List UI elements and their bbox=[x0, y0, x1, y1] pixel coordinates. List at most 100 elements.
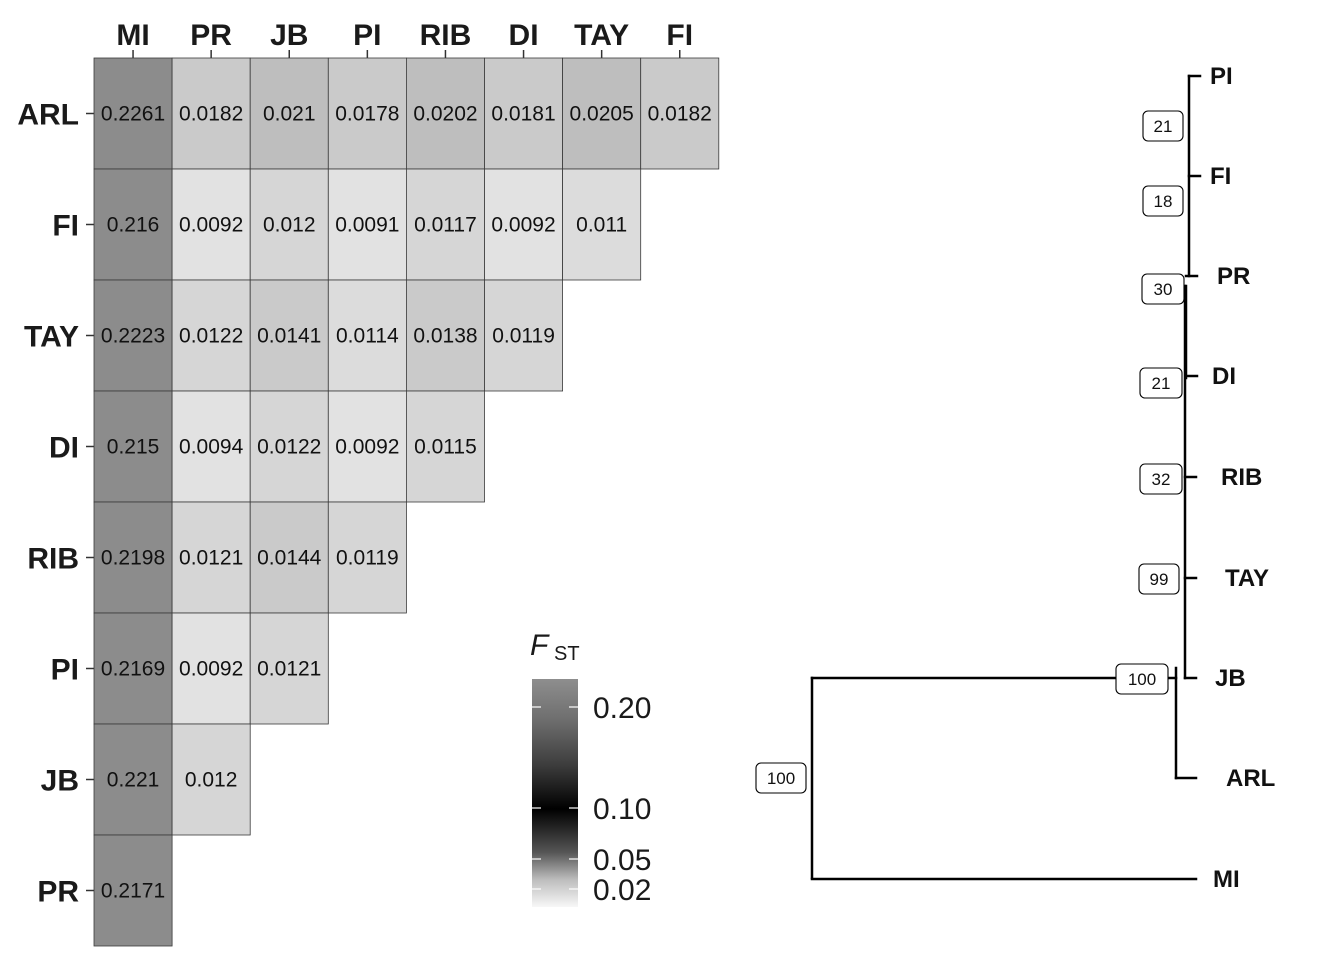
heatmap-cell bbox=[405, 57, 485, 170]
heatmap-cell bbox=[562, 168, 642, 281]
tree-tip-label: JB bbox=[1215, 665, 1246, 692]
legend-tick-label: 0.20 bbox=[593, 692, 651, 725]
cell-value: 0.0121 bbox=[179, 547, 243, 570]
column-label: PR bbox=[190, 19, 232, 52]
cell-value: 0.215 bbox=[107, 436, 160, 459]
bootstrap-value: 21 bbox=[1154, 117, 1173, 136]
legend-colorbar bbox=[532, 679, 578, 907]
row-label: PR bbox=[37, 876, 79, 909]
heatmap-cell bbox=[249, 168, 329, 281]
heatmap-cell bbox=[171, 168, 251, 281]
heatmap-cell bbox=[640, 57, 720, 170]
cell-value: 0.011 bbox=[576, 214, 627, 237]
column-label: RIB bbox=[420, 19, 472, 52]
bootstrap-value: 30 bbox=[1154, 280, 1173, 299]
row-label: ARL bbox=[17, 99, 79, 132]
legend-tick-label: 0.05 bbox=[593, 844, 651, 877]
cell-value: 0.0092 bbox=[335, 436, 399, 459]
fst-legend: F ST 0.20 0.10 0.050.02 bbox=[530, 629, 651, 907]
cell-value: 0.0181 bbox=[491, 103, 555, 126]
bootstrap-label-box bbox=[1142, 110, 1184, 142]
legend-title-f: F bbox=[530, 629, 550, 662]
cell-value: 0.0205 bbox=[570, 103, 634, 126]
legend-title-st: ST bbox=[554, 643, 580, 665]
cell-value: 0.0122 bbox=[257, 436, 321, 459]
heatmap-cell bbox=[562, 57, 642, 170]
row-label: PI bbox=[51, 654, 79, 687]
heatmap-cell bbox=[327, 390, 407, 503]
bootstrap-value: 21 bbox=[1152, 374, 1171, 393]
cell-value: 0.0119 bbox=[492, 325, 555, 348]
heatmap-cell bbox=[484, 279, 563, 392]
heatmap-cell bbox=[249, 390, 329, 503]
bootstrap-value: 32 bbox=[1152, 470, 1171, 489]
heatmap-cell bbox=[249, 57, 329, 170]
cell-value: 0.2169 bbox=[101, 658, 165, 681]
tree-tip-label: PR bbox=[1217, 263, 1250, 290]
heatmap-cell bbox=[171, 390, 251, 503]
cell-value: 0.0115 bbox=[414, 436, 477, 459]
cell-value: 0.216 bbox=[107, 214, 160, 237]
row-label: JB bbox=[41, 765, 79, 798]
row-label: FI bbox=[52, 210, 79, 243]
heatmap-cell bbox=[249, 279, 329, 392]
cell-value: 0.0117 bbox=[414, 214, 477, 237]
heatmap-cell bbox=[93, 279, 173, 392]
heatmap-cell bbox=[93, 834, 173, 947]
heatmap-cell bbox=[405, 168, 485, 281]
bootstrap-label-box bbox=[1138, 563, 1180, 595]
legend-tick-label: 0.10 bbox=[593, 793, 651, 826]
cell-value: 0.0182 bbox=[179, 103, 243, 126]
cell-value: 0.2198 bbox=[101, 547, 165, 570]
cell-value: 0.0178 bbox=[335, 103, 399, 126]
cell-value: 0.2223 bbox=[101, 325, 165, 348]
heatmap-cell bbox=[93, 723, 173, 836]
heatmap-cell bbox=[484, 168, 563, 281]
tree-tip-label: RIB bbox=[1221, 464, 1262, 491]
heatmap-cell bbox=[171, 501, 251, 614]
column-label: JB bbox=[270, 19, 308, 52]
bootstrap-label-box bbox=[1139, 463, 1183, 495]
tree-tip-label: FI bbox=[1210, 163, 1231, 190]
heatmap-cell bbox=[93, 501, 173, 614]
cell-value: 0.0138 bbox=[413, 325, 477, 348]
heatmap-cell bbox=[327, 57, 407, 170]
cell-value: 0.0121 bbox=[257, 658, 321, 681]
bootstrap-label-box bbox=[755, 762, 807, 794]
bootstrap-value: 100 bbox=[767, 769, 795, 788]
heatmap-cell bbox=[171, 57, 251, 170]
heatmap-cell bbox=[405, 390, 485, 503]
bootstrap-label-box bbox=[1139, 367, 1183, 399]
tree-tip-label: TAY bbox=[1225, 565, 1269, 592]
bootstrap-label-box bbox=[1115, 663, 1169, 695]
cell-value: 0.2261 bbox=[101, 103, 165, 126]
bootstrap-label-box bbox=[1141, 273, 1185, 305]
fst-heatmap: MI PR JB PI RIB DI TAY FI ARL 0.2261 0.0182 0.021 0.… bbox=[17, 19, 720, 947]
row-label: RIB bbox=[27, 543, 79, 576]
tree-tip-label: DI bbox=[1212, 363, 1236, 390]
tree-tip-label: MI bbox=[1213, 866, 1240, 893]
cell-value: 0.0122 bbox=[179, 325, 243, 348]
bootstrap-value: 99 bbox=[1150, 570, 1169, 589]
column-label: PI bbox=[353, 19, 381, 52]
cell-value: 0.0092 bbox=[491, 214, 555, 237]
bootstrap-label-box bbox=[1142, 185, 1184, 217]
column-label: MI bbox=[116, 19, 149, 52]
cell-value: 0.021 bbox=[263, 103, 316, 126]
cell-value: 0.221 bbox=[107, 769, 160, 792]
cell-value: 0.0114 bbox=[336, 325, 399, 348]
heatmap-cell bbox=[93, 612, 173, 725]
column-label: DI bbox=[509, 19, 539, 52]
legend-tick-label: 0.02 bbox=[593, 874, 651, 907]
cell-value: 0.0092 bbox=[179, 658, 243, 681]
bootstrap-value: 100 bbox=[1128, 670, 1156, 689]
heatmap-cell bbox=[171, 723, 251, 836]
heatmap-cell bbox=[93, 57, 173, 170]
heatmap-cell bbox=[93, 168, 173, 281]
tree-tip-label: PI bbox=[1210, 63, 1233, 90]
cell-value: 0.0144 bbox=[257, 547, 322, 570]
cell-value: 0.2171 bbox=[101, 880, 165, 903]
column-label: FI bbox=[666, 19, 693, 52]
cell-value: 0.0091 bbox=[335, 214, 399, 237]
